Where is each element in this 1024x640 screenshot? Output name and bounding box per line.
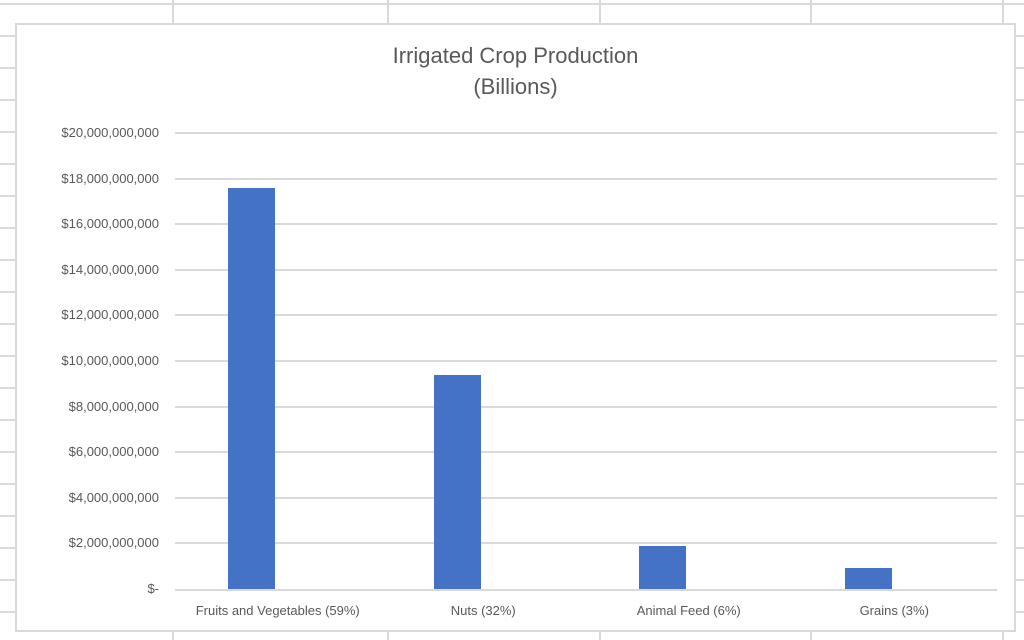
y-axis-tick-label: $20,000,000,000 bbox=[61, 125, 159, 140]
gridline bbox=[175, 177, 997, 180]
y-axis-tick-label: $4,000,000,000 bbox=[68, 489, 159, 505]
y-axis-tick-label: $- bbox=[147, 581, 159, 596]
x-axis-category-label: Fruits and Vegetables (59%) bbox=[195, 603, 360, 618]
y-axis-tick-label: $6,000,000,000 bbox=[68, 444, 159, 460]
chart-title-line1: Irrigated Crop Production bbox=[392, 43, 639, 68]
chart-title-line2: (Billions) bbox=[473, 74, 558, 99]
gridline bbox=[175, 268, 997, 271]
x-axis-category-label: Grains (3%) bbox=[859, 603, 929, 618]
y-axis-tick-label: $18,000,000,000 bbox=[61, 170, 159, 186]
bar-1[interactable] bbox=[228, 187, 275, 589]
spreadsheet-gridline-row bbox=[0, 3, 1024, 5]
gridline bbox=[175, 542, 997, 545]
gridline bbox=[175, 132, 997, 134]
bar-4[interactable] bbox=[844, 568, 892, 589]
y-axis-tick-label: $2,000,000,000 bbox=[68, 535, 159, 551]
x-axis-category-label: Nuts (32%) bbox=[450, 603, 516, 618]
gridline bbox=[175, 451, 997, 454]
chart-container[interactable]: Irrigated Crop Production (Billions) $- $… bbox=[15, 23, 1016, 632]
y-axis-labels[interactable]: $- $2,000,000,000 $4,000,000,000 $6,000,000… bbox=[17, 125, 159, 596]
chart-title[interactable]: Irrigated Crop Production (Billions) bbox=[17, 40, 1014, 102]
y-axis-tick-label: $16,000,000,000 bbox=[61, 216, 159, 232]
y-axis-tick-label: $10,000,000,000 bbox=[61, 353, 159, 368]
y-axis-tick-label: $14,000,000,000 bbox=[61, 261, 159, 277]
plot-area bbox=[175, 132, 997, 591]
gridline bbox=[175, 496, 997, 499]
gridline bbox=[175, 223, 997, 226]
y-axis-tick-label: $12,000,000,000 bbox=[61, 307, 159, 323]
bar-2[interactable] bbox=[433, 374, 481, 589]
gridline bbox=[175, 405, 997, 408]
x-axis-category-label: Animal Feed (6%) bbox=[636, 603, 741, 618]
gridline bbox=[175, 314, 997, 317]
bar-3[interactable] bbox=[639, 545, 686, 589]
y-axis-tick-label: $8,000,000,000 bbox=[68, 398, 159, 414]
gridline bbox=[175, 360, 997, 362]
x-axis-labels[interactable]: Fruits and Vegetables (59%) Nuts (32%) Ani… bbox=[175, 603, 997, 623]
